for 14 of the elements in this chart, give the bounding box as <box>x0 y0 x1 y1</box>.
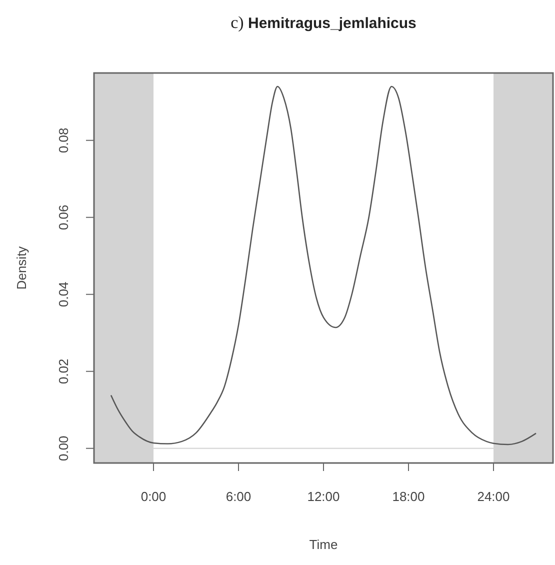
y-tick-label: 0.04 <box>56 282 71 308</box>
chart-title: c) Hemitragus_jemlahicus <box>230 13 416 32</box>
y-tick-label: 0.08 <box>56 128 71 154</box>
x-axis-title: Time <box>309 537 338 552</box>
x-tick-label: 12:00 <box>307 489 340 504</box>
y-tick-label: 0.06 <box>56 204 71 230</box>
x-tick-label: 6:00 <box>226 489 252 504</box>
line-series <box>110 86 537 446</box>
y-axis-title: Density <box>14 246 29 290</box>
x-tick-label: 0:00 <box>140 489 166 504</box>
x-tick-label: 18:00 <box>392 489 425 504</box>
y-tick-label: 0.00 <box>56 436 71 462</box>
y-tick-label: 0.02 <box>56 358 71 384</box>
x-tick-label: 24:00 <box>477 489 510 504</box>
